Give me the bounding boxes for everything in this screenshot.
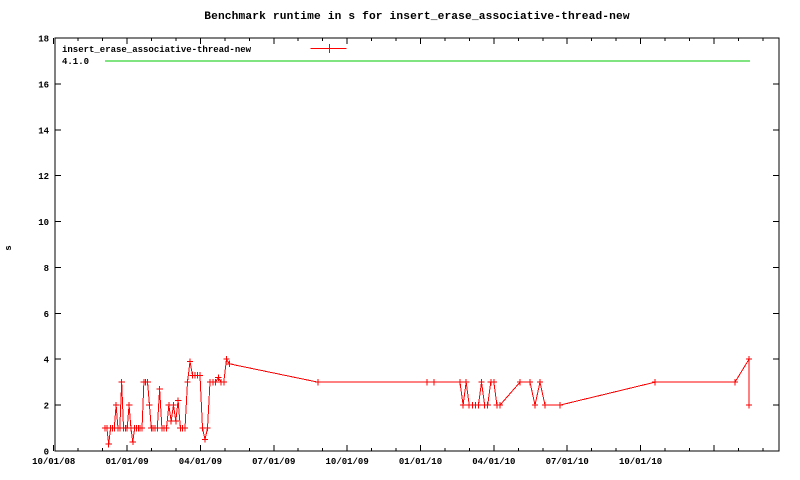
svg-text:10/01/10: 10/01/10 — [619, 457, 662, 467]
svg-text:01/01/09: 01/01/09 — [105, 457, 148, 467]
svg-text:12: 12 — [38, 172, 49, 182]
svg-text:4: 4 — [44, 356, 50, 366]
svg-text:10: 10 — [38, 218, 49, 228]
svg-text:8: 8 — [44, 264, 49, 274]
svg-text:16: 16 — [38, 80, 49, 90]
svg-text:04/01/10: 04/01/10 — [472, 457, 515, 467]
svg-text:07/01/10: 07/01/10 — [546, 457, 589, 467]
svg-text:s: s — [4, 245, 14, 250]
svg-text:10/01/09: 10/01/09 — [326, 457, 369, 467]
svg-text:01/01/10: 01/01/10 — [399, 457, 442, 467]
svg-text:14: 14 — [38, 126, 49, 136]
svg-text:6: 6 — [44, 310, 49, 320]
svg-text:insert_erase_associative-threa: insert_erase_associative-thread-new — [62, 45, 252, 55]
svg-text:18: 18 — [38, 35, 49, 45]
svg-text:2: 2 — [44, 402, 49, 412]
svg-text:Benchmark runtime in s for ins: Benchmark runtime in s for insert_erase_… — [204, 11, 630, 23]
svg-text:07/01/09: 07/01/09 — [252, 457, 295, 467]
svg-text:0: 0 — [44, 448, 49, 458]
svg-text:04/01/09: 04/01/09 — [179, 457, 222, 467]
svg-text:10/01/08: 10/01/08 — [32, 457, 75, 467]
svg-text:4.1.0: 4.1.0 — [62, 57, 89, 67]
